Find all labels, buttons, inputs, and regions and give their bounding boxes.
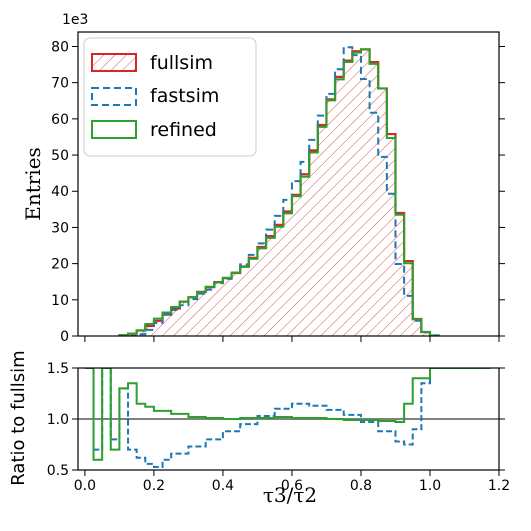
ratio-y-axis-label: Ratio to fullsim	[8, 350, 29, 485]
y-tick-label: 30	[51, 220, 69, 236]
x-tick-label: 0.0	[74, 478, 96, 494]
ratio-y-tick-label: 1.5	[47, 361, 69, 377]
y-axis-label: Entries	[21, 147, 45, 221]
legend-label-fullsim: fullsim	[150, 52, 213, 74]
offset-text: 1e3	[62, 12, 88, 28]
legend-swatch-fastsim	[91, 87, 137, 106]
main-axes-frame	[77, 31, 500, 337]
ratio-fastsim	[84, 368, 439, 468]
legend-entry-refined: refined	[91, 119, 217, 141]
y-tick-label: 10	[51, 293, 69, 309]
x-tick-label: 1.2	[488, 478, 510, 494]
x-tick-label: 0.4	[212, 478, 234, 494]
legend: fullsim fastsim refined	[83, 37, 257, 157]
ratio-refined	[84, 368, 491, 461]
legend-swatch-refined	[91, 120, 137, 139]
x-axis-label: τ3/τ2	[263, 483, 317, 507]
y-tick-label: 60	[51, 112, 69, 128]
y-tick-label: 70	[51, 76, 69, 92]
histogram-panel: 0 10 20 30 40 50 60 70 80 1e3 Entries	[21, 12, 505, 345]
x-tick-label: 0.2	[143, 478, 165, 494]
legend-entry-fastsim: fastsim	[91, 85, 219, 107]
y-tick-label: 80	[51, 39, 69, 55]
histogram-refined	[118, 48, 440, 336]
y-tick-label: 50	[51, 148, 69, 164]
y-tick-label: 0	[60, 329, 69, 345]
x-tick-label: 0.6	[281, 478, 303, 494]
legend-label-fastsim: fastsim	[150, 85, 219, 107]
legend-entry-fullsim: fullsim	[91, 52, 213, 74]
ratio-y-tick-label: 1.0	[47, 412, 69, 428]
histogram-fastsim	[119, 46, 440, 336]
y-tick-label: 20	[51, 257, 69, 273]
y-tick-label: 40	[51, 184, 69, 200]
x-tick-label: 1.0	[419, 478, 441, 494]
x-tick-label: 0.8	[350, 478, 372, 494]
legend-swatch-fullsim	[91, 53, 137, 72]
ratio-y-tick-label: 0.5	[47, 463, 69, 479]
legend-label-refined: refined	[150, 119, 217, 141]
ratio-panel: 0.5 1.0 1.5 0.0 0.2 0.4 0.6 0.8 1.0 1.2 Ratio to…	[8, 350, 510, 507]
